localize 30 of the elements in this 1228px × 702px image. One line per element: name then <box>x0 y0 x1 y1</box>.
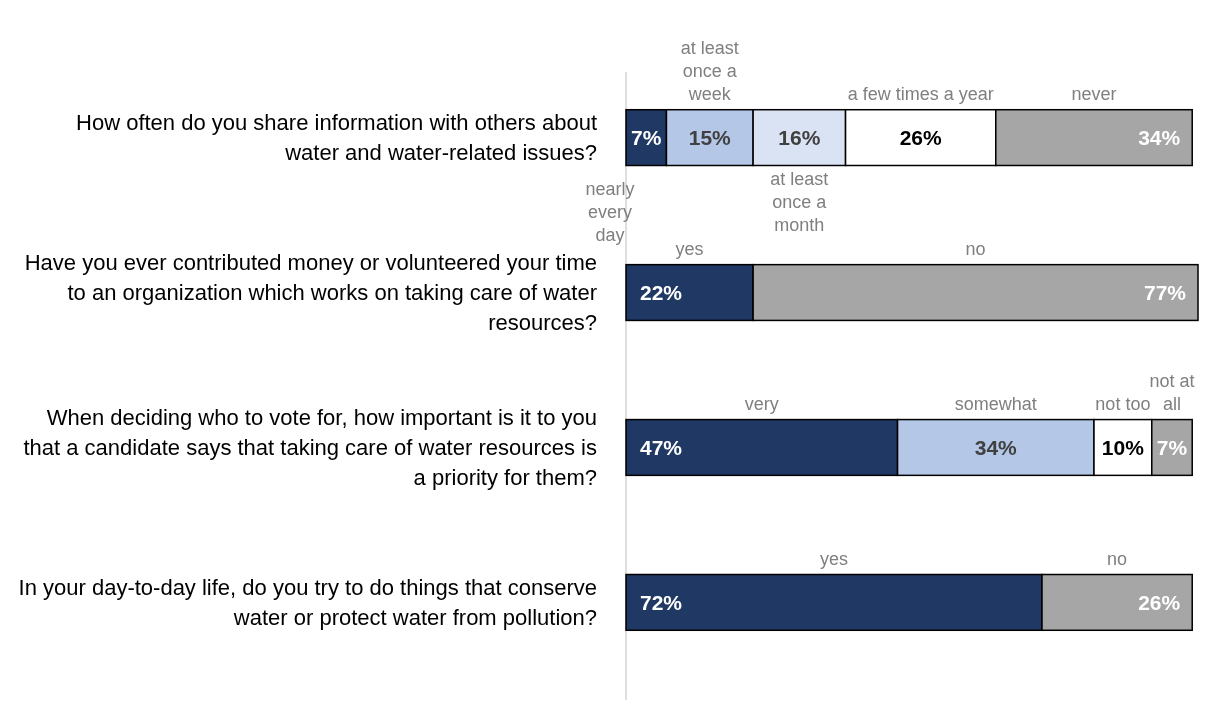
data-label: 7% <box>1156 435 1188 459</box>
data-label: 22% <box>640 280 683 304</box>
annotation: never <box>1071 83 1117 104</box>
data-label: 26% <box>899 125 943 149</box>
annotation: yes <box>819 548 849 569</box>
annotation: no <box>1107 548 1128 569</box>
data-label: 47% <box>640 435 683 459</box>
data-label: 16% <box>778 125 821 149</box>
annotation: at least once a month <box>770 169 829 236</box>
annotation: not at all <box>1149 370 1195 414</box>
annotation: not too <box>1095 393 1151 414</box>
annotation: very <box>744 393 779 414</box>
data-label: 7% <box>631 125 662 149</box>
data-label: 72% <box>640 590 683 614</box>
data-label: 26% <box>1138 590 1181 614</box>
annotation: a few times a year <box>847 83 994 104</box>
annotation: nearly every day <box>585 179 635 246</box>
annotation: at least once a week <box>680 37 739 104</box>
annotation: no <box>965 238 986 259</box>
annotation: yes <box>675 238 704 259</box>
data-label: 34% <box>1138 125 1181 149</box>
y-tick-label: Have you ever contributed money or volunteered your time to an organization which works on taking care of water resources? <box>24 250 597 336</box>
y-tick-label: When deciding who to vote for, how important is it to you that a candidate says that taking care of water resources is a priority for them? <box>23 405 597 491</box>
data-label: 77% <box>1143 280 1187 304</box>
y-tick-label: In your day-to-day life, do you try to do things that conserve water or protect water from pollution? <box>18 575 597 631</box>
data-label: 10% <box>1101 435 1145 459</box>
data-label: 34% <box>974 435 1018 459</box>
data-label: 15% <box>688 125 732 149</box>
y-tick-label: How often do you share information with others about water and water-related issues? <box>76 110 597 166</box>
annotation: somewhat <box>954 393 1037 414</box>
